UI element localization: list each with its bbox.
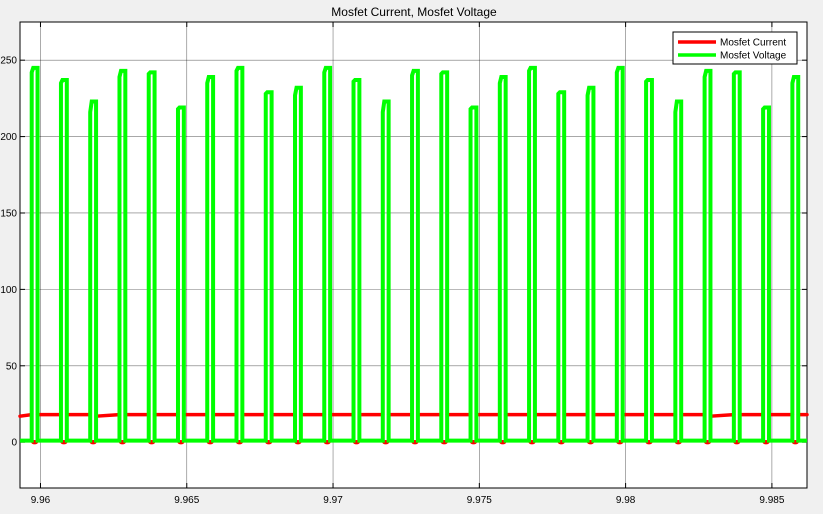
current-segment [94,412,122,418]
y-tick-label: 100 [0,285,17,296]
legend-box [672,31,798,65]
voltage-series-line [20,65,807,443]
y-tick-label: 0 [11,438,17,449]
y-tick-label: 150 [0,208,17,219]
x-tick-label: 9.98 [616,495,636,506]
legend-label: Mosfet Current [720,38,786,49]
x-tick-label: 9.975 [467,495,492,506]
x-tick-label: 9.985 [759,495,784,506]
chart-title: Mosfet Current, Mosfet Voltage [331,5,497,19]
y-tick-label: 200 [0,132,17,143]
tick-labels: 9.96 9.965 9.97 9.975 9.98 9.985 0 50 100 150 200 2… [0,56,785,506]
x-tick-label: 9.96 [31,495,51,506]
y-tick-label: 250 [0,56,17,67]
series-layer [18,65,809,445]
x-tick-label: 9.97 [323,495,343,506]
legend-label: Mosfet Voltage [720,51,787,62]
legend: Mosfet Current Mosfet Voltage [672,31,798,65]
x-tick-label: 9.965 [174,495,199,506]
y-tick-label: 50 [6,361,18,372]
current-segment [708,412,736,418]
